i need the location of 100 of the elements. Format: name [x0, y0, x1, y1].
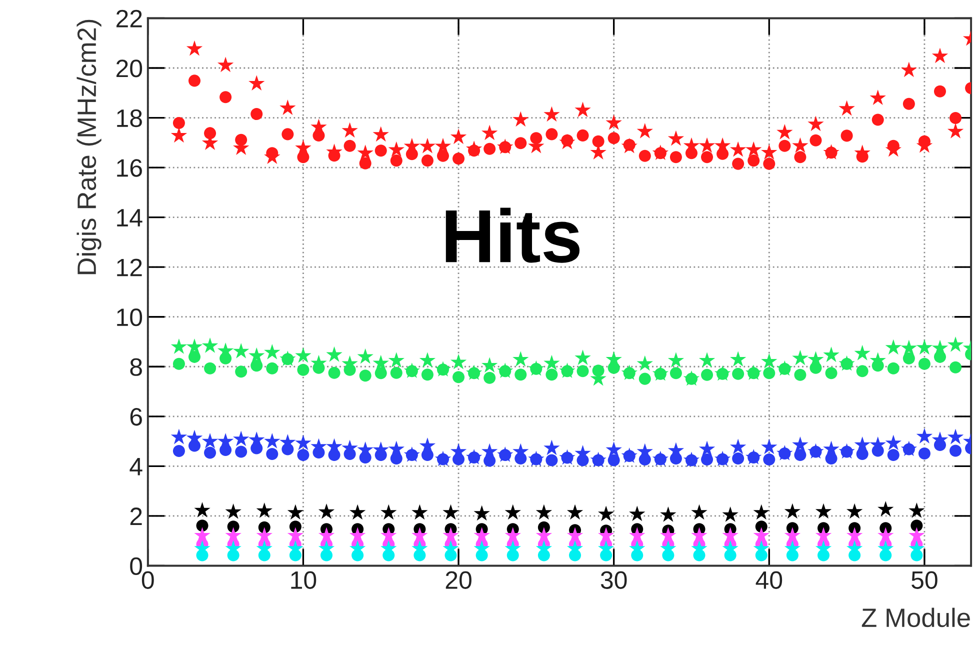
point: [878, 527, 894, 542]
point: [691, 527, 708, 542]
point: [266, 448, 278, 460]
point: [606, 441, 622, 457]
y-tick-label: 4: [130, 458, 142, 476]
point: [722, 506, 738, 522]
point: [910, 520, 923, 532]
point: [484, 372, 496, 384]
point: [388, 141, 404, 157]
point: [297, 364, 310, 376]
point: [536, 527, 552, 542]
point: [297, 448, 310, 461]
point: [512, 351, 529, 367]
y-tick-label: 2: [130, 508, 142, 526]
point: [172, 358, 185, 370]
point: [566, 504, 584, 520]
point: [248, 75, 265, 91]
point: [763, 367, 776, 380]
point: [204, 446, 216, 459]
point: [823, 346, 840, 362]
point: [870, 90, 886, 105]
point: [359, 157, 372, 170]
point: [357, 348, 374, 364]
y-tick-label: 20: [116, 60, 142, 78]
point: [838, 100, 855, 116]
point: [732, 158, 744, 170]
point: [450, 128, 467, 144]
point: [442, 504, 459, 520]
y-tick-label: 14: [117, 209, 142, 226]
point: [436, 150, 450, 162]
point: [815, 503, 832, 519]
point: [202, 433, 218, 448]
point: [608, 132, 620, 144]
point: [318, 503, 335, 519]
point: [698, 440, 716, 456]
point: [450, 354, 467, 370]
point: [372, 126, 389, 142]
point: [504, 504, 521, 520]
annotation: Hits: [446, 208, 580, 263]
point: [732, 452, 744, 464]
point: [902, 352, 915, 364]
point: [344, 140, 356, 152]
point: [514, 137, 527, 150]
point: [763, 158, 776, 170]
y-axis-title: Digis Rate (MHz/cm2): [76, 20, 102, 274]
point: [730, 351, 746, 367]
point: [466, 140, 482, 156]
point: [730, 141, 746, 157]
point: [217, 56, 234, 72]
point: [421, 368, 434, 381]
point: [934, 85, 946, 98]
point: [606, 114, 622, 130]
point: [574, 350, 591, 366]
point: [638, 150, 651, 162]
point: [326, 144, 342, 159]
point: [908, 527, 925, 542]
point: [359, 370, 372, 382]
point: [701, 368, 714, 381]
point: [282, 128, 294, 140]
point: [481, 443, 498, 459]
point: [388, 352, 404, 368]
y-tick-label: 12: [117, 258, 142, 276]
point: [794, 368, 806, 381]
y-tick-label: 10: [117, 308, 142, 326]
point: [196, 520, 208, 532]
point: [225, 503, 242, 519]
point: [808, 116, 824, 132]
point: [295, 434, 312, 450]
point: [856, 365, 868, 378]
point: [794, 151, 806, 164]
point: [204, 127, 216, 140]
point: [761, 438, 778, 454]
point: [170, 127, 188, 143]
point: [746, 141, 762, 157]
point: [761, 144, 778, 160]
point: [792, 436, 808, 452]
point: [908, 502, 925, 518]
point: [846, 503, 863, 519]
point: [481, 357, 498, 373]
point: [374, 367, 387, 380]
point: [566, 527, 584, 542]
point: [357, 144, 374, 160]
point: [235, 366, 248, 378]
point: [380, 504, 397, 520]
point: [194, 527, 210, 542]
y-tick-label: 6: [130, 408, 142, 426]
point: [950, 112, 962, 124]
point: [186, 40, 203, 56]
point: [434, 138, 452, 154]
point: [840, 130, 853, 142]
point: [574, 102, 591, 118]
point: [235, 446, 248, 458]
point: [947, 122, 964, 138]
point: [872, 114, 884, 126]
point: [421, 154, 434, 167]
point: [885, 434, 902, 450]
point: [232, 430, 250, 446]
point: [698, 352, 716, 368]
point: [264, 344, 280, 360]
point: [442, 527, 459, 542]
